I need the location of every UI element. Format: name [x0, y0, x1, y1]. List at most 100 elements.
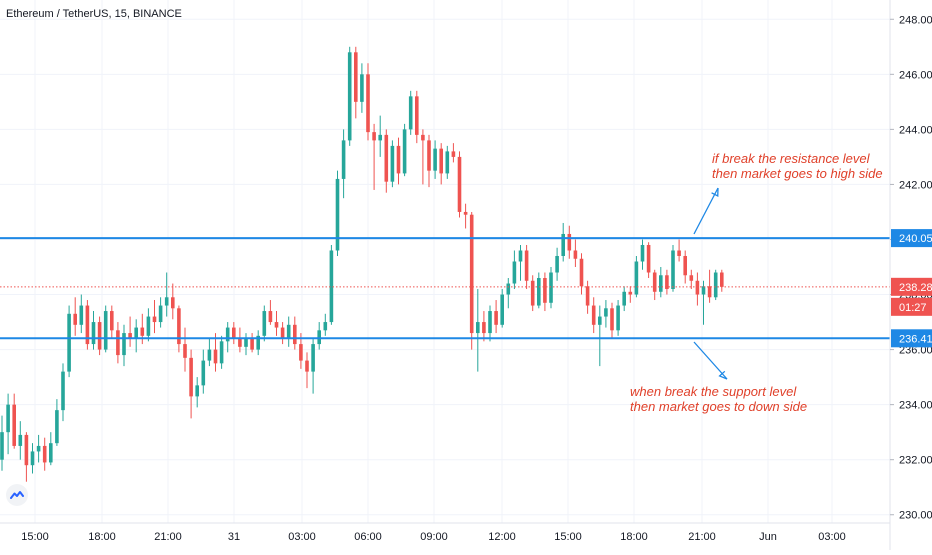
countdown-label-bg [891, 297, 932, 316]
support-arrow-head [718, 370, 728, 380]
candle-body [567, 233, 572, 251]
candle-body [55, 410, 59, 444]
support-price-label-bg [891, 329, 932, 348]
x-tick-label: 31 [228, 531, 240, 543]
candle-body [665, 275, 669, 290]
candle-body [85, 305, 90, 345]
candle-body [445, 151, 450, 174]
candle-body [341, 140, 346, 179]
y-tick-label: 236.00 [899, 345, 932, 357]
candle-body [36, 445, 41, 452]
candle-body [256, 335, 260, 350]
candle-body [244, 338, 248, 347]
candle-body [628, 291, 633, 295]
candle-body [408, 96, 413, 130]
price-axis[interactable]: 230.00232.00234.00236.00238.00240.00242.… [889, 0, 932, 550]
tradingview-logo[interactable] [6, 484, 28, 506]
candle-body [396, 145, 401, 174]
candle-body [189, 357, 193, 397]
candle-body [67, 313, 71, 372]
candle-body [110, 311, 114, 331]
candle-body [689, 275, 694, 281]
candle-body [238, 338, 242, 347]
candle-body [433, 148, 437, 171]
candle-body [561, 233, 565, 256]
candle-body [524, 250, 529, 281]
x-tick-label: 06:00 [354, 531, 382, 543]
candle-body [579, 258, 584, 287]
support-annotation: when break the support level [630, 384, 797, 399]
y-tick-label: 246.00 [899, 69, 932, 81]
y-tick-label: 230.00 [899, 510, 932, 522]
candle-body [457, 156, 462, 212]
candle-body [329, 250, 334, 323]
candle-body [262, 311, 267, 336]
candle-body [488, 311, 492, 334]
candle-body [713, 272, 718, 298]
candle-body [128, 333, 132, 339]
candle-body [640, 244, 645, 262]
candle-body [512, 261, 517, 284]
candle-body [402, 129, 407, 174]
candle-body [103, 311, 108, 350]
candle-body [12, 404, 16, 446]
y-tick-label: 232.00 [899, 455, 932, 467]
time-axis[interactable]: 15:00 18:00 21:00 31 03:00 06:00 09:00 12:00 15:… [0, 522, 890, 543]
x-tick-label: 03:00 [288, 531, 316, 543]
candle-body [354, 52, 358, 102]
candle-body [427, 140, 431, 171]
candle-body [652, 272, 657, 292]
last-price-label-bg [891, 277, 932, 296]
x-tick-label: 03:00 [818, 531, 846, 543]
candle-body [701, 286, 706, 295]
candle-body [274, 322, 279, 328]
candle-body [299, 344, 303, 361]
candle-body [49, 443, 53, 463]
last-price-label: 238.28 [899, 282, 932, 294]
candle-body [164, 297, 169, 306]
candle-body [347, 52, 352, 141]
candle-body [79, 305, 84, 325]
chart-title: Ethereum / TetherUS, 15, BINANCE [6, 8, 182, 20]
candle-body [695, 280, 700, 295]
candle-body [439, 148, 443, 174]
candle-body [268, 311, 273, 323]
candle-body [494, 311, 498, 325]
candle-body [146, 316, 151, 336]
candle-body [42, 445, 47, 463]
candle-body [421, 134, 425, 141]
candle-body [671, 250, 675, 290]
x-tick-label: 21:00 [154, 531, 182, 543]
candle-body [73, 313, 77, 325]
resistance-annotation: then market goes to high side [712, 166, 883, 181]
support-annotation: then market goes to down side [630, 399, 807, 414]
candle-body [219, 341, 224, 364]
candle-body [469, 214, 474, 334]
candle-body [360, 74, 364, 102]
candle-body [134, 327, 138, 339]
candle-body [213, 349, 218, 364]
resistance-price-label-bg [891, 229, 932, 248]
candle-body [6, 404, 10, 433]
candle-body [677, 250, 681, 256]
support-price-label: 236.41 [899, 333, 932, 345]
x-tick-label: 15:00 [554, 531, 582, 543]
candle-body [152, 316, 157, 323]
candle-body [140, 327, 145, 336]
y-tick-label: 248.00 [899, 14, 932, 26]
candle-body [30, 451, 35, 466]
candle-body [720, 272, 724, 287]
candle-body [634, 261, 639, 295]
candle-body [500, 294, 504, 325]
candle-body [207, 349, 212, 361]
candle-body [201, 360, 206, 386]
x-tick-label: Jun [759, 531, 777, 543]
candle-body [384, 134, 389, 182]
candle-body [335, 178, 340, 251]
candle-body [305, 360, 309, 372]
candle-body [482, 322, 486, 334]
candle-body [518, 250, 523, 262]
y-tick-label: 242.00 [899, 179, 932, 191]
